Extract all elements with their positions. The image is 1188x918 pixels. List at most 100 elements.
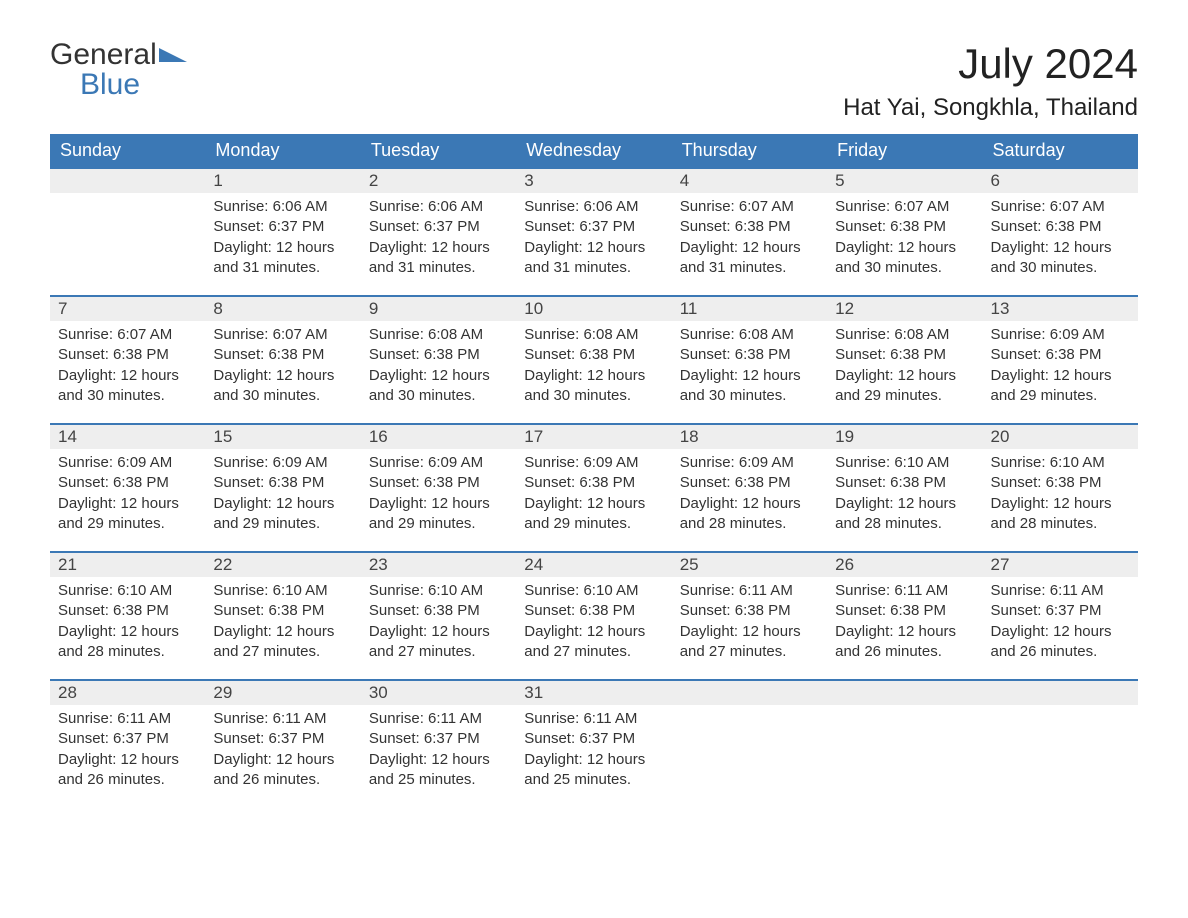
hours-word: hours bbox=[919, 623, 957, 640]
weekday-header: Thursday bbox=[672, 134, 827, 167]
day-number-bar: 6 bbox=[983, 167, 1138, 193]
calendar-cell: 2Sunrise: 6:06 AMSunset: 6:37 PMDaylight… bbox=[361, 167, 516, 295]
sunset-label: Sunset bbox=[369, 730, 416, 747]
sunrise-value: 6:09 AM bbox=[1050, 326, 1105, 343]
calendar-cell: 25Sunrise: 6:11 AMSunset: 6:38 PMDayligh… bbox=[672, 551, 827, 679]
day-number-bar: 31 bbox=[516, 679, 671, 705]
weekday-header: Saturday bbox=[983, 134, 1138, 167]
sunset-value: 6:38 PM bbox=[1046, 474, 1102, 491]
sunset-label: Sunset bbox=[369, 218, 416, 235]
day-body: Sunrise: 6:09 AMSunset: 6:38 PMDaylight:… bbox=[50, 449, 205, 542]
sunset-label: Sunset bbox=[213, 602, 260, 619]
daylight-minutes: 26 bbox=[243, 771, 260, 788]
sunset-value: 6:38 PM bbox=[424, 346, 480, 363]
sunset-label: Sunset bbox=[835, 602, 882, 619]
calendar-cell: 5Sunrise: 6:07 AMSunset: 6:38 PMDaylight… bbox=[827, 167, 982, 295]
sunrise-value: 6:07 AM bbox=[739, 198, 794, 215]
sunrise-line: Sunrise: 6:11 AM bbox=[991, 581, 1130, 601]
sunrise-label: Sunrise bbox=[524, 326, 575, 343]
day-body: Sunrise: 6:08 AMSunset: 6:38 PMDaylight:… bbox=[516, 321, 671, 414]
daylight-line: Daylight: 12 hours bbox=[369, 238, 508, 258]
sunset-line: Sunset: 6:37 PM bbox=[213, 217, 352, 237]
calendar-cell: 3Sunrise: 6:06 AMSunset: 6:37 PMDaylight… bbox=[516, 167, 671, 295]
daylight-line-2: and 31 minutes. bbox=[369, 258, 508, 278]
sunrise-value: 6:09 AM bbox=[583, 454, 638, 471]
day-number-bar: 13 bbox=[983, 295, 1138, 321]
sunrise-label: Sunrise bbox=[524, 582, 575, 599]
daylight-label: Daylight bbox=[524, 239, 578, 256]
daylight-line: Daylight: 12 hours bbox=[213, 494, 352, 514]
sunset-value: 6:38 PM bbox=[579, 474, 635, 491]
day-number: 15 bbox=[213, 427, 232, 446]
sunrise-value: 6:08 AM bbox=[739, 326, 794, 343]
calendar-cell bbox=[672, 679, 827, 807]
flag-icon bbox=[159, 44, 187, 68]
daylight-line: Daylight: 12 hours bbox=[991, 494, 1130, 514]
minutes-suffix: minutes. bbox=[263, 643, 320, 660]
sunset-label: Sunset bbox=[369, 602, 416, 619]
calendar-cell: 7Sunrise: 6:07 AMSunset: 6:38 PMDaylight… bbox=[50, 295, 205, 423]
daylight-label: Daylight bbox=[835, 495, 889, 512]
calendar-body: 1Sunrise: 6:06 AMSunset: 6:37 PMDaylight… bbox=[50, 167, 1138, 807]
day-number-bar: 12 bbox=[827, 295, 982, 321]
sunrise-line: Sunrise: 6:08 AM bbox=[680, 325, 819, 345]
sunrise-label: Sunrise bbox=[58, 326, 109, 343]
weekday-header: Friday bbox=[827, 134, 982, 167]
daylight-line: Daylight: 12 hours bbox=[835, 494, 974, 514]
hours-word: hours bbox=[452, 623, 490, 640]
daylight-line-2: and 29 minutes. bbox=[213, 514, 352, 534]
sunset-value: 6:38 PM bbox=[113, 474, 169, 491]
sunset-line: Sunset: 6:38 PM bbox=[213, 601, 352, 621]
daylight-minutes: 27 bbox=[709, 643, 726, 660]
minutes-suffix: minutes. bbox=[108, 771, 165, 788]
sunset-line: Sunset: 6:38 PM bbox=[369, 601, 508, 621]
day-number-bar: 15 bbox=[205, 423, 360, 449]
daylight-label: Daylight bbox=[58, 367, 112, 384]
daylight-minutes: 31 bbox=[398, 259, 415, 276]
sunset-value: 6:37 PM bbox=[579, 218, 635, 235]
sunset-line: Sunset: 6:37 PM bbox=[991, 601, 1130, 621]
hours-word: hours bbox=[763, 623, 801, 640]
sunrise-value: 6:11 AM bbox=[583, 710, 637, 727]
sunrise-label: Sunrise bbox=[524, 710, 575, 727]
day-body: Sunrise: 6:07 AMSunset: 6:38 PMDaylight:… bbox=[50, 321, 205, 414]
day-body: Sunrise: 6:07 AMSunset: 6:38 PMDaylight:… bbox=[983, 193, 1138, 286]
sunrise-label: Sunrise bbox=[369, 582, 420, 599]
sunrise-line: Sunrise: 6:09 AM bbox=[213, 453, 352, 473]
daylight-line: Daylight: 12 hours bbox=[991, 238, 1130, 258]
sunrise-line: Sunrise: 6:10 AM bbox=[369, 581, 508, 601]
calendar-table: SundayMondayTuesdayWednesdayThursdayFrid… bbox=[50, 134, 1138, 807]
day-body: Sunrise: 6:10 AMSunset: 6:38 PMDaylight:… bbox=[516, 577, 671, 670]
daylight-hours: 12 bbox=[431, 623, 448, 640]
day-number: 13 bbox=[991, 299, 1010, 318]
calendar-cell: 15Sunrise: 6:09 AMSunset: 6:38 PMDayligh… bbox=[205, 423, 360, 551]
sunrise-value: 6:06 AM bbox=[428, 198, 483, 215]
minutes-suffix: minutes. bbox=[574, 387, 631, 404]
hours-word: hours bbox=[608, 495, 646, 512]
calendar-week: 28Sunrise: 6:11 AMSunset: 6:37 PMDayligh… bbox=[50, 679, 1138, 807]
sunset-label: Sunset bbox=[991, 346, 1038, 363]
sunset-line: Sunset: 6:37 PM bbox=[369, 729, 508, 749]
sunset-line: Sunset: 6:38 PM bbox=[369, 345, 508, 365]
sunset-value: 6:37 PM bbox=[424, 218, 480, 235]
hours-word: hours bbox=[919, 367, 957, 384]
hours-word: hours bbox=[1074, 239, 1112, 256]
sunset-label: Sunset bbox=[213, 474, 260, 491]
day-number: 8 bbox=[213, 299, 222, 318]
sunset-label: Sunset bbox=[991, 602, 1038, 619]
sunrise-line: Sunrise: 6:11 AM bbox=[524, 709, 663, 729]
minutes-suffix: minutes. bbox=[730, 387, 787, 404]
daylight-label: Daylight bbox=[213, 623, 267, 640]
daylight-minutes: 29 bbox=[864, 387, 881, 404]
daylight-minutes: 27 bbox=[243, 643, 260, 660]
header: General Blue July 2024 Hat Yai, Songkhla… bbox=[50, 40, 1138, 122]
daylight-line: Daylight: 12 hours bbox=[991, 622, 1130, 642]
sunrise-value: 6:08 AM bbox=[428, 326, 483, 343]
sunrise-value: 6:10 AM bbox=[428, 582, 483, 599]
hours-word: hours bbox=[608, 751, 646, 768]
daylight-line: Daylight: 12 hours bbox=[369, 622, 508, 642]
sunset-value: 6:38 PM bbox=[890, 602, 946, 619]
sunset-line: Sunset: 6:38 PM bbox=[213, 345, 352, 365]
hours-word: hours bbox=[297, 367, 335, 384]
day-body: Sunrise: 6:06 AMSunset: 6:37 PMDaylight:… bbox=[361, 193, 516, 286]
